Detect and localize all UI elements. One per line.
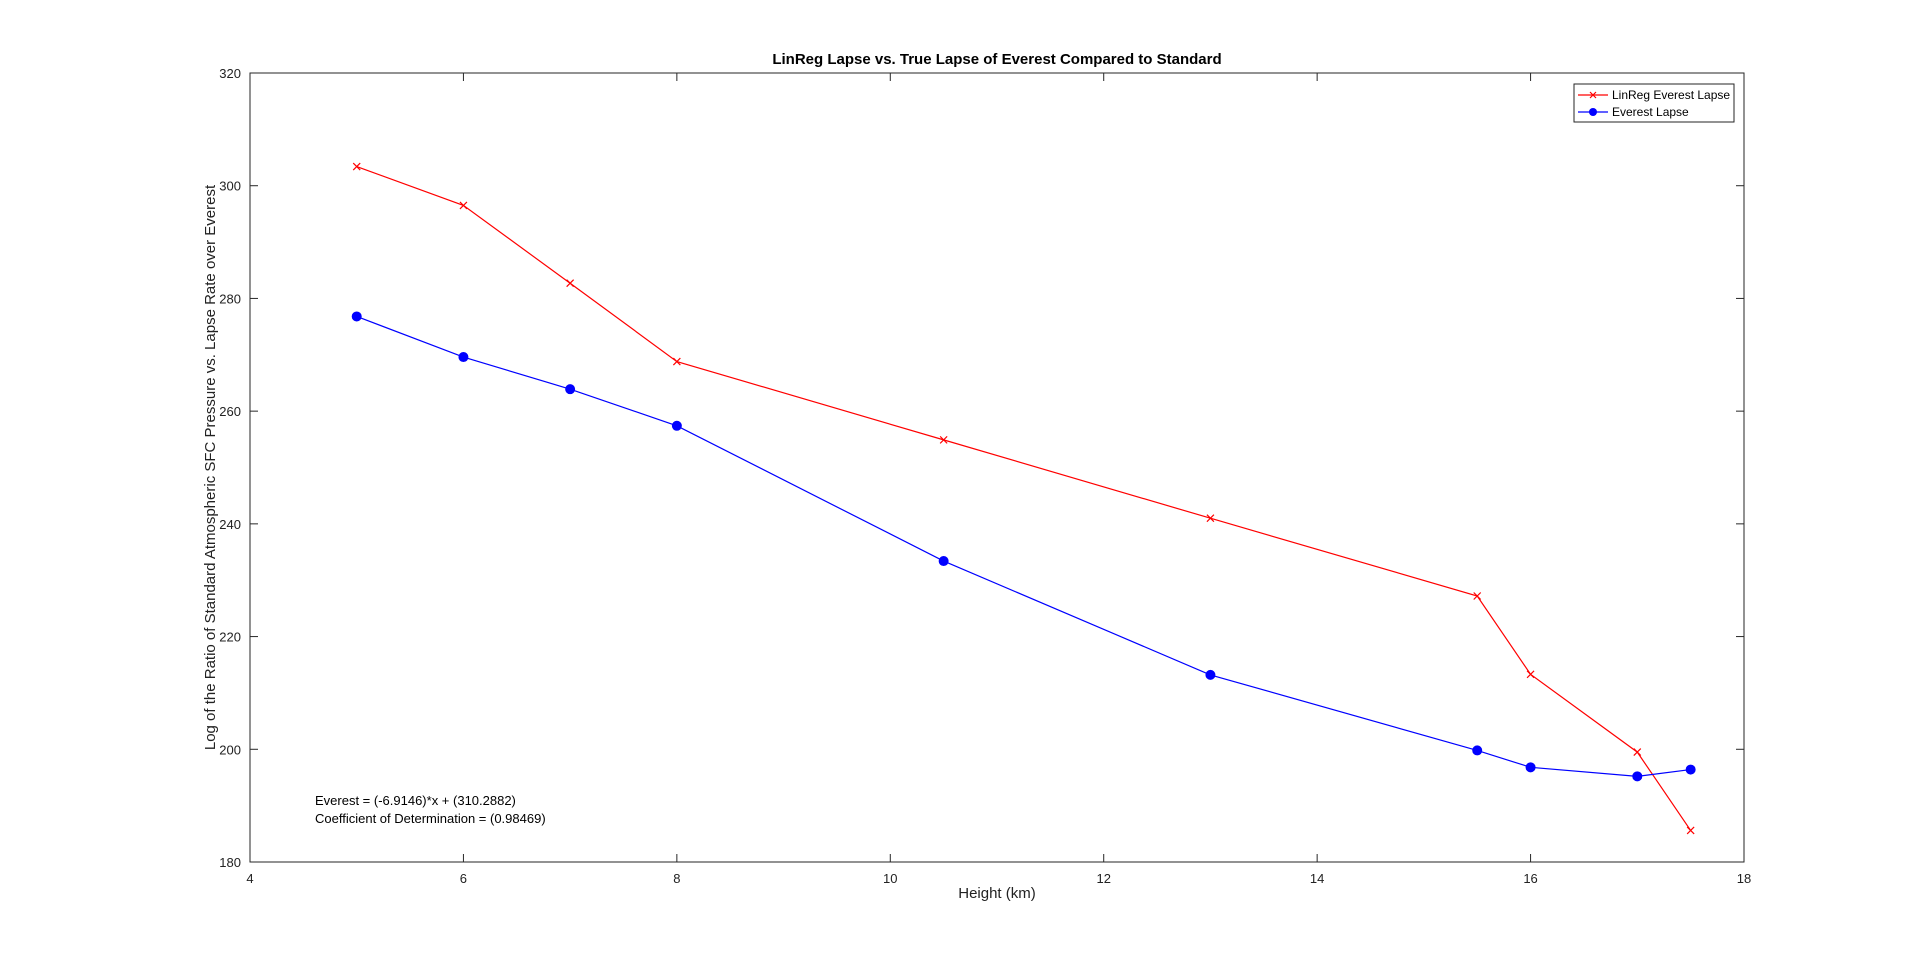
series-2-point <box>1205 669 1216 680</box>
series-1-point <box>352 162 361 171</box>
x-tick-label: 14 <box>1310 871 1324 886</box>
series-line-1 <box>356 165 1692 831</box>
y-tick-label: 220 <box>219 630 241 645</box>
legend-label-2: Everest Lapse <box>1612 105 1689 119</box>
legend-marker-1 <box>1589 91 1597 99</box>
series-1-point <box>459 201 468 210</box>
x-tick-label: 18 <box>1737 871 1751 886</box>
y-tick-label: 200 <box>219 742 241 757</box>
series-1-point <box>672 357 681 366</box>
legend-box <box>1573 83 1735 123</box>
series-2-point <box>565 384 576 395</box>
series-2-point <box>1632 771 1643 782</box>
x-tick-label: 4 <box>246 871 253 886</box>
y-tick-label: 320 <box>219 66 241 81</box>
legend-marker-2 <box>1589 108 1597 116</box>
series-1-point <box>1633 748 1642 757</box>
series-1-point <box>566 279 575 288</box>
x-tick-label: 10 <box>883 871 897 886</box>
x-tick-label: 12 <box>1096 871 1110 886</box>
series-1-point <box>1473 592 1482 600</box>
series-1-point <box>1526 670 1535 679</box>
y-tick-label: 280 <box>219 291 241 306</box>
series-2-point <box>1472 745 1483 756</box>
y-tick-label: 180 <box>219 855 241 870</box>
y-tick-label: 240 <box>219 517 241 532</box>
plot-layer: 4 6 8 10 12 14 16 18 180 200 220 240 260 280 300 320 Lin… <box>202 51 1751 902</box>
chart-title: LinReg Lapse vs. True Lapse of Everest C… <box>772 51 1221 68</box>
series-2-point <box>351 311 362 322</box>
annotation-equation: Everest = (-6.9146)*x + (310.2882) <box>315 793 516 808</box>
plot-area-box <box>249 72 1745 863</box>
legend-label-1: LinReg Everest Lapse <box>1612 88 1730 102</box>
series-2-point <box>1685 764 1696 775</box>
series-2-point <box>938 556 949 567</box>
series-1-point <box>1686 826 1695 835</box>
series-2-point <box>1525 762 1536 773</box>
x-tick-label: 16 <box>1523 871 1537 886</box>
series-2-point <box>671 420 682 431</box>
y-axis-label: Log of the Ratio of Standard Atmospheric… <box>202 184 219 750</box>
y-tick-label: 300 <box>219 179 241 194</box>
annotation-r2: Coefficient of Determination = (0.98469) <box>315 811 546 826</box>
x-tick-label: 6 <box>460 871 467 886</box>
x-axis-label: Height (km) <box>958 885 1036 902</box>
series-1-point <box>1206 514 1215 523</box>
series-line-2 <box>356 315 1691 777</box>
series-1-point <box>939 435 948 444</box>
y-tick-label: 260 <box>219 404 241 419</box>
series-2-point <box>458 352 469 363</box>
x-tick-label: 8 <box>673 871 680 886</box>
